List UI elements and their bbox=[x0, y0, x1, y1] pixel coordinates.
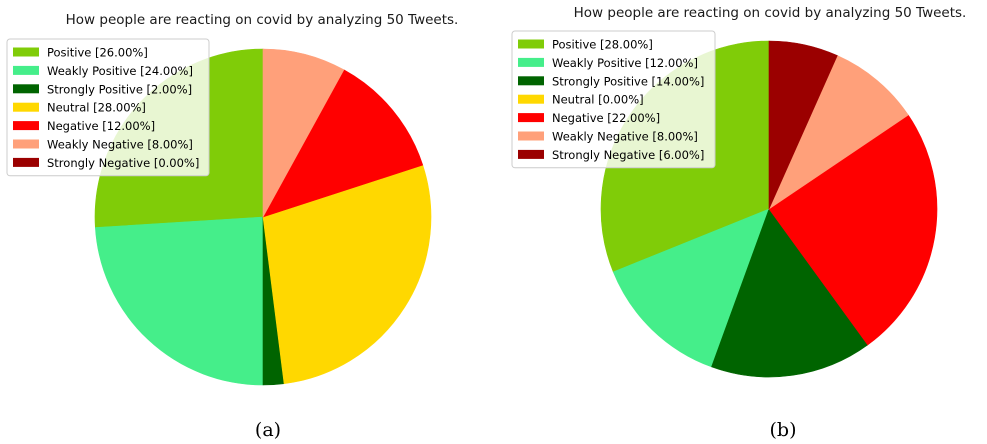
legend-label-strongly-positive-b: Strongly Positive [14.00%] bbox=[552, 74, 704, 88]
legend-swatch-strongly-negative-b bbox=[518, 149, 544, 159]
legend-b: Positive [28.00%] Weakly Positive [12.00%… bbox=[511, 30, 716, 169]
legend-swatch-strongly-positive-b bbox=[518, 76, 544, 86]
legend-label-weakly-positive-b: Weakly Positive [12.00%] bbox=[552, 56, 698, 70]
legend-swatch-weakly-negative-a bbox=[13, 139, 39, 149]
legend-label-weakly-positive-a: Weakly Positive [24.00%] bbox=[47, 64, 193, 78]
pie-slice-negative-b bbox=[768, 114, 938, 346]
legend-swatch-positive-b bbox=[518, 39, 544, 49]
chart-title-a: How people are reacting on covid by anal… bbox=[66, 12, 459, 28]
legend-swatch-weakly-negative-b bbox=[518, 131, 544, 141]
pie-slice-strongly-negative-b bbox=[768, 40, 838, 210]
legend-a: Positive [26.00%] Weakly Positive [24.00%… bbox=[6, 38, 210, 177]
legend-label-strongly-negative-a: Strongly Negative [0.00%] bbox=[47, 156, 199, 170]
legend-label-weakly-negative-b: Weakly Negative [8.00%] bbox=[552, 130, 698, 144]
pie-slice-negative-a bbox=[262, 69, 424, 218]
legend-frame-b bbox=[511, 30, 716, 169]
chart-title-b: How people are reacting on covid by anal… bbox=[574, 5, 967, 21]
caption-a: (a) bbox=[255, 419, 281, 441]
legend-label-weakly-negative-a: Weakly Negative [8.00%] bbox=[47, 138, 193, 152]
pie-slices-b bbox=[600, 40, 938, 378]
caption-b: (b) bbox=[770, 419, 797, 441]
legend-label-neutral-b: Neutral [0.00%] bbox=[552, 93, 644, 107]
legend-label-neutral-a: Neutral [28.00%] bbox=[47, 101, 146, 115]
pie-chart-a: How people are reacting on covid by anal… bbox=[6, 12, 459, 441]
legend-swatch-neutral-a bbox=[13, 102, 39, 112]
legend-frame-a bbox=[6, 38, 210, 177]
legend-swatch-strongly-positive-a bbox=[13, 84, 39, 94]
pie-slice-weakly-positive-b bbox=[612, 208, 770, 368]
legend-label-strongly-positive-a: Strongly Positive [2.00%] bbox=[47, 82, 192, 96]
pie-slice-weakly-negative-b bbox=[768, 55, 909, 210]
legend-swatch-neutral-b bbox=[518, 94, 544, 104]
legend-label-positive-b: Positive [28.00%] bbox=[552, 38, 653, 52]
legend-label-positive-a: Positive [26.00%] bbox=[47, 46, 148, 60]
legend-swatch-strongly-negative-a bbox=[13, 157, 39, 167]
pie-slice-weakly-positive-a bbox=[95, 216, 264, 386]
pie-slice-neutral-a bbox=[262, 164, 432, 385]
legend-swatch-negative-b bbox=[518, 113, 544, 123]
pie-slice-weakly-negative-a bbox=[262, 48, 345, 218]
legend-swatch-weakly-positive-a bbox=[13, 65, 39, 75]
legend-label-strongly-negative-b: Strongly Negative [6.00%] bbox=[552, 148, 704, 162]
pie-chart-b: How people are reacting on covid by anal… bbox=[511, 5, 967, 441]
legend-swatch-positive-a bbox=[13, 47, 39, 57]
legend-swatch-negative-a bbox=[13, 121, 39, 131]
pie-slice-strongly-positive-b bbox=[711, 208, 869, 378]
pie-slices-a bbox=[94, 48, 432, 386]
legend-swatch-weakly-positive-b bbox=[518, 57, 544, 67]
legend-label-negative-b: Negative [22.00%] bbox=[552, 111, 660, 125]
legend-label-negative-a: Negative [12.00%] bbox=[47, 119, 155, 133]
